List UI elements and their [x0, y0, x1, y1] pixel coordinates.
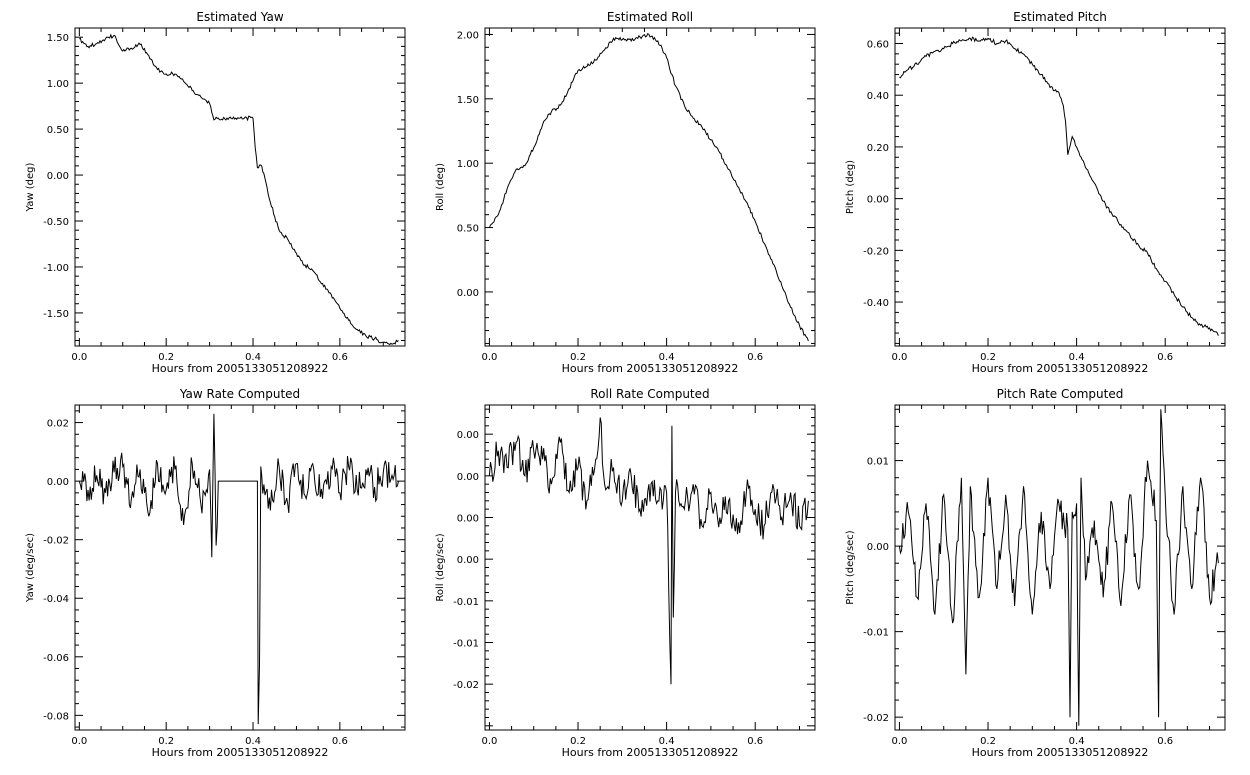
x-axis-label: Hours from 2005133051208922 [152, 746, 329, 759]
x-axis-label: Hours from 2005133051208922 [152, 362, 329, 375]
y-tick-label: 0.00 [457, 288, 479, 299]
plot-frame [894, 27, 1226, 347]
y-tick-label: 1.50 [457, 95, 479, 106]
y-tick-label: -0.01 [453, 639, 479, 650]
plot-title: Estimated Yaw [196, 10, 283, 24]
x-tick-label: 0.4 [1069, 736, 1085, 747]
y-tick-label: -1.50 [43, 309, 69, 320]
plot-frame [894, 404, 1226, 731]
plot-title: Yaw Rate Computed [179, 387, 300, 401]
x-tick-label: 0.4 [245, 352, 261, 363]
y-tick-label: -0.40 [863, 298, 889, 309]
x-tick-label: 0.6 [332, 352, 348, 363]
y-tick-label: -0.02 [43, 536, 69, 547]
y-tick-label: 0.00 [47, 477, 69, 488]
x-tick-label: 0.0 [481, 736, 497, 747]
y-tick-label: 0.00 [457, 472, 479, 483]
x-tick-label: 0.4 [245, 736, 261, 747]
y-axis-label: Roll (deg) [435, 163, 446, 211]
x-tick-label: 0.4 [659, 352, 675, 363]
series-line [488, 417, 809, 685]
x-tick-label: 0.0 [891, 352, 907, 363]
y-tick-label: -0.20 [863, 246, 889, 257]
plot-frame [74, 404, 406, 731]
plot-title: Pitch Rate Computed [997, 387, 1124, 401]
plot-title: Estimated Pitch [1013, 10, 1107, 24]
series-line [898, 409, 1219, 726]
panel-pitch-rate: 0.0 0.2 0.4 0.6 -0.02 -0.01 0.00 0.01 Pitch Rate… [845, 387, 1226, 759]
y-tick-label: 1.00 [47, 79, 69, 90]
x-tick-label: 0.6 [332, 736, 348, 747]
plot-title: Estimated Roll [607, 10, 693, 24]
y-tick-label: -0.50 [43, 217, 69, 228]
panel-yaw: 0.0 0.2 0.4 0.6 -1.50 -1.00 -0.50 0.00 0.50 1.00 1… [25, 10, 406, 375]
y-tick-label: 0.00 [867, 542, 889, 553]
plot-frame [74, 27, 406, 347]
y-axis-label: Yaw (deg/sec) [25, 533, 36, 603]
x-axis-label: Hours from 2005133051208922 [562, 746, 739, 759]
x-tick-label: 0.6 [1157, 736, 1173, 747]
y-tick-label: 0.00 [867, 195, 889, 206]
y-axis-label: Roll (deg/sec) [435, 533, 446, 601]
panel-yaw-rate: 0.0 0.2 0.4 0.6 -0.08 -0.06 -0.04 -0.02 0.00 0.02… [25, 387, 406, 759]
y-tick-label: 0.02 [47, 419, 69, 430]
y-tick-label: -0.02 [453, 680, 479, 691]
x-axis-label: Hours from 2005133051208922 [972, 362, 1149, 375]
x-tick-label: 0.0 [71, 736, 87, 747]
y-tick-label: 0.00 [457, 514, 479, 525]
y-tick-label: 0.00 [47, 171, 69, 182]
plot-frame [484, 27, 816, 347]
x-tick-label: 0.6 [747, 352, 763, 363]
x-axis-label: Hours from 2005133051208922 [972, 746, 1149, 759]
panel-roll-rate: 0.0 0.2 0.4 0.6 -0.02 -0.01 -0.01 0.00 0.00 0.00 0… [435, 387, 816, 759]
y-axis-label: Pitch (deg) [845, 160, 856, 214]
x-tick-label: 0.2 [158, 352, 174, 363]
y-tick-label: -0.08 [43, 711, 69, 722]
x-tick-label: 0.2 [980, 736, 996, 747]
x-tick-label: 0.0 [71, 352, 87, 363]
y-tick-label: -1.00 [43, 263, 69, 274]
series-line [488, 32, 809, 342]
series-line [79, 33, 399, 346]
y-tick-label: -0.01 [453, 597, 479, 608]
y-tick-label: 0.50 [47, 125, 69, 136]
y-axis-label: Yaw (deg) [25, 162, 36, 212]
x-tick-label: 0.0 [481, 352, 497, 363]
x-tick-label: 0.4 [659, 736, 675, 747]
panel-pitch: 0.0 0.2 0.4 0.6 -0.40 -0.20 0.00 0.20 0.40 0.60 Es… [845, 10, 1226, 375]
y-tick-label: 0.50 [457, 224, 479, 235]
series-line [78, 413, 399, 725]
y-tick-label: 0.00 [457, 555, 479, 566]
y-tick-label: 0.01 [867, 457, 889, 468]
x-tick-label: 0.2 [158, 736, 174, 747]
x-tick-label: 0.2 [980, 352, 996, 363]
x-tick-label: 0.2 [570, 352, 586, 363]
y-axis-label: Pitch (deg/sec) [845, 530, 856, 605]
x-axis-label: Hours from 2005133051208922 [562, 362, 739, 375]
y-tick-label: 0.00 [457, 430, 479, 441]
y-tick-label: 1.00 [457, 159, 479, 170]
y-tick-label: 0.60 [867, 40, 889, 51]
x-tick-label: 0.6 [1157, 352, 1173, 363]
x-tick-label: 0.6 [747, 736, 763, 747]
y-tick-label: -0.01 [863, 628, 889, 639]
y-tick-label: -0.02 [863, 713, 889, 724]
x-tick-label: 0.2 [570, 736, 586, 747]
y-tick-label: 1.50 [47, 33, 69, 44]
y-tick-label: -0.06 [43, 653, 69, 664]
plot-title: Roll Rate Computed [590, 387, 709, 401]
x-tick-label: 0.0 [891, 736, 907, 747]
x-tick-label: 0.4 [1069, 352, 1085, 363]
panel-roll: 0.0 0.2 0.4 0.6 0.00 0.50 1.00 1.50 2.00 Estimate… [435, 10, 816, 375]
series-line [899, 36, 1219, 336]
y-tick-label: -0.04 [43, 594, 69, 605]
y-tick-label: 0.20 [867, 143, 889, 154]
y-tick-label: 0.40 [867, 91, 889, 102]
y-tick-label: 2.00 [457, 30, 479, 41]
